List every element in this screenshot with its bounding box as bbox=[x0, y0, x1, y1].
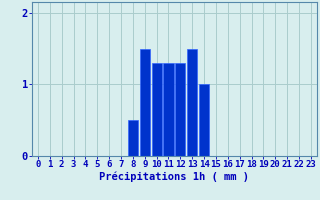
Bar bbox=[164, 63, 173, 156]
Bar bbox=[187, 49, 197, 156]
Bar bbox=[152, 63, 162, 156]
Bar bbox=[128, 120, 138, 156]
Bar bbox=[199, 84, 209, 156]
Bar bbox=[175, 63, 185, 156]
X-axis label: Précipitations 1h ( mm ): Précipitations 1h ( mm ) bbox=[100, 172, 249, 182]
Bar bbox=[140, 49, 150, 156]
